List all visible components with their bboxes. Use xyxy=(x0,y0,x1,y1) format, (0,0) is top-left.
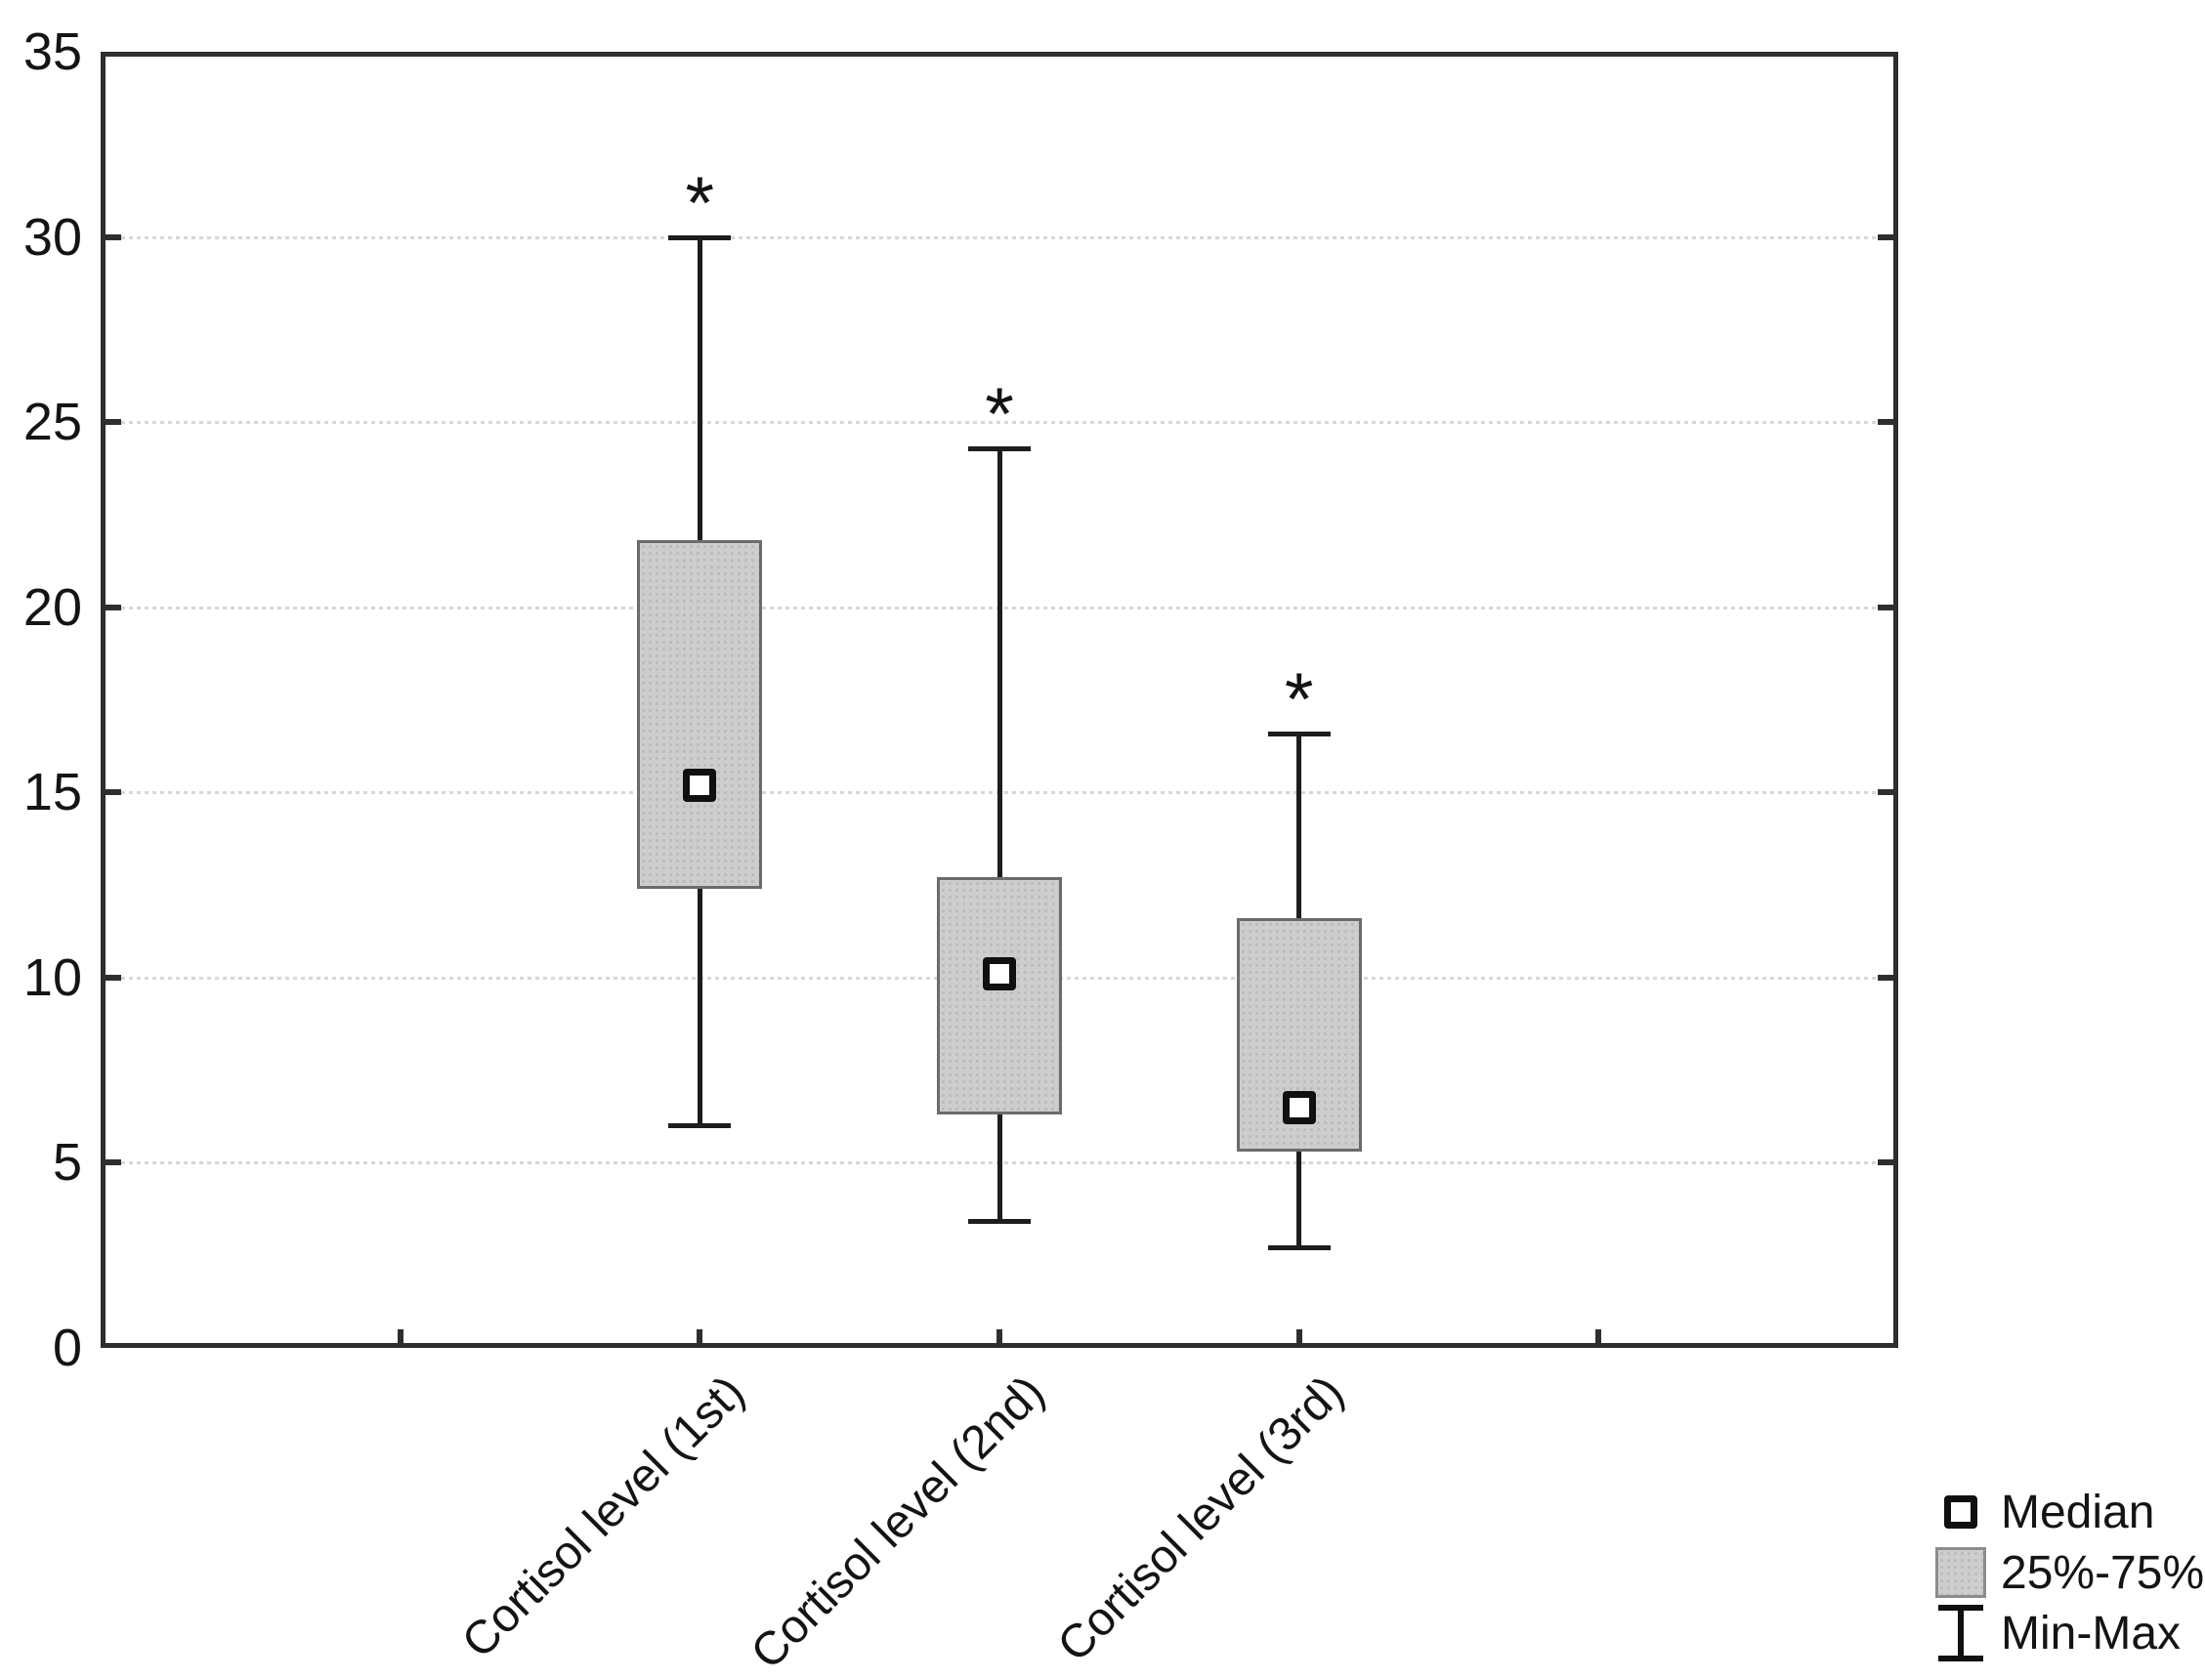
x-axis-tick xyxy=(1595,1329,1602,1344)
legend-label-iqr: 25%-75% xyxy=(2001,1546,2205,1599)
y-axis-tick xyxy=(106,1159,121,1166)
y-axis-tick xyxy=(1878,1159,1893,1166)
gridline xyxy=(106,235,1893,239)
y-axis-tick xyxy=(106,419,121,426)
y-axis-tick xyxy=(1878,974,1893,981)
y-axis-tick-label: 0 xyxy=(52,1319,82,1377)
whisker-cap-max xyxy=(668,234,732,240)
whisker-cap-min xyxy=(968,1219,1031,1225)
y-axis-tick xyxy=(106,604,121,610)
whisker-cap-min xyxy=(668,1122,732,1128)
x-axis-tick xyxy=(697,1329,703,1344)
significance-asterisk: * xyxy=(1284,657,1314,741)
median-square-icon xyxy=(1944,1495,1977,1529)
y-axis-tick-label: 5 xyxy=(52,1133,82,1193)
legend-item-minmax: Min-Max xyxy=(1932,1603,2204,1663)
legend-icon-cell xyxy=(1932,1495,1989,1529)
y-axis-tick xyxy=(1878,233,1893,240)
y-axis-tick-label: 10 xyxy=(22,947,82,1007)
legend-icon-cell xyxy=(1932,1605,1989,1661)
y-axis-tick xyxy=(1878,419,1893,426)
x-axis-tick xyxy=(1295,1329,1302,1344)
iqr-box-icon xyxy=(1935,1547,1986,1598)
x-axis-tick xyxy=(996,1329,1002,1344)
y-axis-tick xyxy=(1878,604,1893,610)
legend-label-median: Median xyxy=(2001,1486,2155,1538)
y-axis-tick-label: 20 xyxy=(22,577,82,637)
y-axis-tick-label: 15 xyxy=(22,763,82,822)
x-axis-label: Cortisol level (3rd) xyxy=(1048,1365,1354,1672)
whisker-stem xyxy=(996,447,1002,1223)
legend-item-median: Median xyxy=(1932,1482,2204,1542)
y-axis-tick xyxy=(1878,789,1893,796)
y-axis-tick-label: 30 xyxy=(22,207,82,267)
y-axis-tick xyxy=(106,233,121,240)
minmax-whisker-icon xyxy=(1938,1605,1983,1661)
iqr-box xyxy=(937,877,1062,1115)
x-axis-label: Cortisol level (1st) xyxy=(452,1365,755,1668)
whisker-cap-max xyxy=(1267,731,1331,736)
whisker-stem-glyph xyxy=(1958,1605,1964,1661)
whisker-cap-glyph xyxy=(1938,1656,1983,1661)
y-axis-tick xyxy=(106,789,121,796)
whisker-cap-min xyxy=(1267,1244,1331,1250)
median-marker xyxy=(983,957,1016,991)
legend: Median 25%-75% Min-Max xyxy=(1932,1482,2204,1663)
legend-item-iqr: 25%-75% xyxy=(1932,1542,2204,1603)
x-axis-tick xyxy=(397,1329,403,1344)
legend-label-minmax: Min-Max xyxy=(2001,1607,2182,1659)
median-marker xyxy=(683,768,717,802)
legend-icon-cell xyxy=(1932,1547,1989,1598)
x-axis-label: Cortisol level (2nd) xyxy=(741,1365,1055,1680)
y-axis-tick xyxy=(106,974,121,981)
iqr-box xyxy=(637,540,763,889)
gridline xyxy=(106,421,1893,425)
y-axis-tick-label: 25 xyxy=(22,393,82,452)
significance-asterisk: * xyxy=(685,161,715,245)
y-axis-tick-label: 35 xyxy=(22,22,82,81)
median-marker xyxy=(1282,1090,1316,1124)
whisker-cap-max xyxy=(968,445,1031,451)
significance-asterisk: * xyxy=(985,372,1014,456)
